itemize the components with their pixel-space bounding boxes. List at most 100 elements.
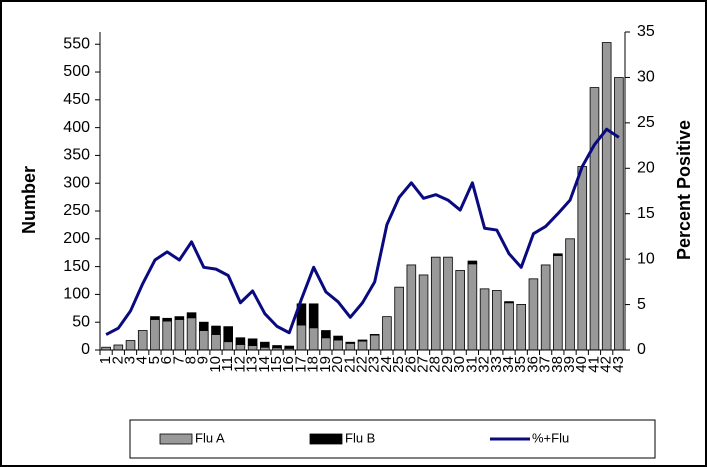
y2-tick-label: 10: [637, 250, 655, 267]
x-tick-label: 43: [610, 356, 627, 373]
bar: [174, 316, 185, 320]
bar: [540, 264, 551, 351]
bar: [418, 274, 429, 351]
x-tick-label: 9: [195, 356, 212, 364]
x-tick-label: 8: [183, 356, 200, 364]
bar: [198, 330, 209, 351]
bar: [137, 330, 148, 351]
bar: [455, 270, 465, 351]
x-tick-label: 22: [353, 356, 370, 373]
x-tick-label: 21: [341, 356, 358, 373]
bar: [467, 263, 478, 351]
y-tick-label: 400: [63, 119, 90, 136]
x-tick-label: 29: [439, 356, 456, 373]
x-tick-label: 10: [207, 356, 224, 373]
x-tick-label: 12: [231, 356, 248, 373]
bar: [235, 337, 246, 345]
bar: [333, 335, 343, 341]
bar: [162, 320, 172, 351]
x-tick-label: 40: [573, 356, 590, 373]
x-tick-label: 27: [415, 356, 432, 373]
x-tick-label: 13: [244, 356, 261, 373]
y2-axis-title: Percent Positive: [674, 120, 694, 260]
bar: [223, 326, 233, 343]
bar: [430, 256, 441, 351]
bar: [321, 330, 331, 339]
x-tick-label: 2: [109, 356, 126, 364]
x-tick-label: 4: [134, 356, 151, 364]
bar: [186, 317, 197, 351]
bar: [406, 264, 417, 351]
bar: [211, 334, 221, 351]
bar: [345, 341, 356, 344]
bar: [235, 344, 246, 351]
x-tick-label: 16: [280, 356, 297, 373]
bar: [321, 337, 331, 351]
x-tick-label: 25: [390, 356, 407, 373]
y-tick-label: 350: [63, 147, 90, 164]
bar: [443, 256, 453, 351]
y-tick-label: 550: [63, 35, 90, 52]
x-tick-label: 28: [427, 356, 444, 373]
bar: [162, 317, 172, 322]
bar: [174, 319, 185, 351]
legend-label: Flu B: [345, 430, 375, 445]
x-tick-label: 11: [219, 356, 236, 372]
y-tick-label: 250: [63, 202, 90, 219]
x-tick-label: 3: [121, 356, 138, 364]
x-tick-label: 31: [463, 356, 480, 373]
bar: [394, 286, 404, 351]
x-tick-label: 19: [317, 356, 334, 373]
y-tick-label: 200: [63, 230, 90, 247]
legend-label: %+Flu: [532, 430, 569, 445]
y-tick-label: 450: [63, 91, 90, 108]
bar: [247, 338, 258, 346]
bar: [198, 321, 209, 331]
bar: [284, 345, 295, 349]
x-tick-label: 39: [561, 356, 578, 373]
x-tick-label: 37: [537, 356, 554, 373]
y2-tick-label: 30: [637, 69, 655, 86]
bar: [369, 334, 380, 351]
x-tick-label: 14: [256, 356, 273, 373]
x-tick-label: 26: [402, 356, 419, 373]
bar: [369, 334, 380, 336]
bar: [308, 303, 319, 329]
bar: [577, 166, 588, 351]
bar: [528, 278, 539, 351]
x-tick-label: 20: [329, 356, 346, 373]
bar: [553, 255, 563, 351]
x-tick-label: 32: [476, 356, 493, 373]
bar: [479, 288, 490, 351]
bar: [492, 290, 502, 351]
bar: [260, 341, 270, 348]
bar: [308, 327, 319, 351]
bar: [211, 325, 221, 335]
bar: [125, 340, 136, 351]
bar: [516, 304, 527, 351]
x-tick-label: 5: [146, 356, 163, 364]
y2-tick-label: 5: [637, 296, 646, 313]
bar: [296, 324, 307, 351]
x-tick-label: 1: [97, 356, 114, 364]
bar: [186, 312, 197, 319]
bar: [382, 316, 392, 351]
x-tick-label: 38: [549, 356, 566, 373]
x-tick-label: 41: [585, 356, 602, 373]
y2-tick-label: 25: [637, 114, 655, 131]
y2-tick-label: 35: [637, 23, 655, 40]
bar: [272, 345, 282, 349]
bar: [553, 253, 563, 256]
y-tick-label: 100: [63, 286, 90, 303]
y-tick-label: 0: [81, 341, 90, 358]
x-tick-label: 33: [488, 356, 505, 373]
line: [105, 127, 620, 336]
x-tick-label: 23: [366, 356, 383, 373]
x-tick-label: 42: [598, 356, 615, 373]
legend-swatch: [309, 433, 343, 445]
bar: [601, 42, 612, 351]
x-tick-label: 34: [500, 356, 517, 373]
y2-tick-label: 15: [637, 205, 655, 222]
